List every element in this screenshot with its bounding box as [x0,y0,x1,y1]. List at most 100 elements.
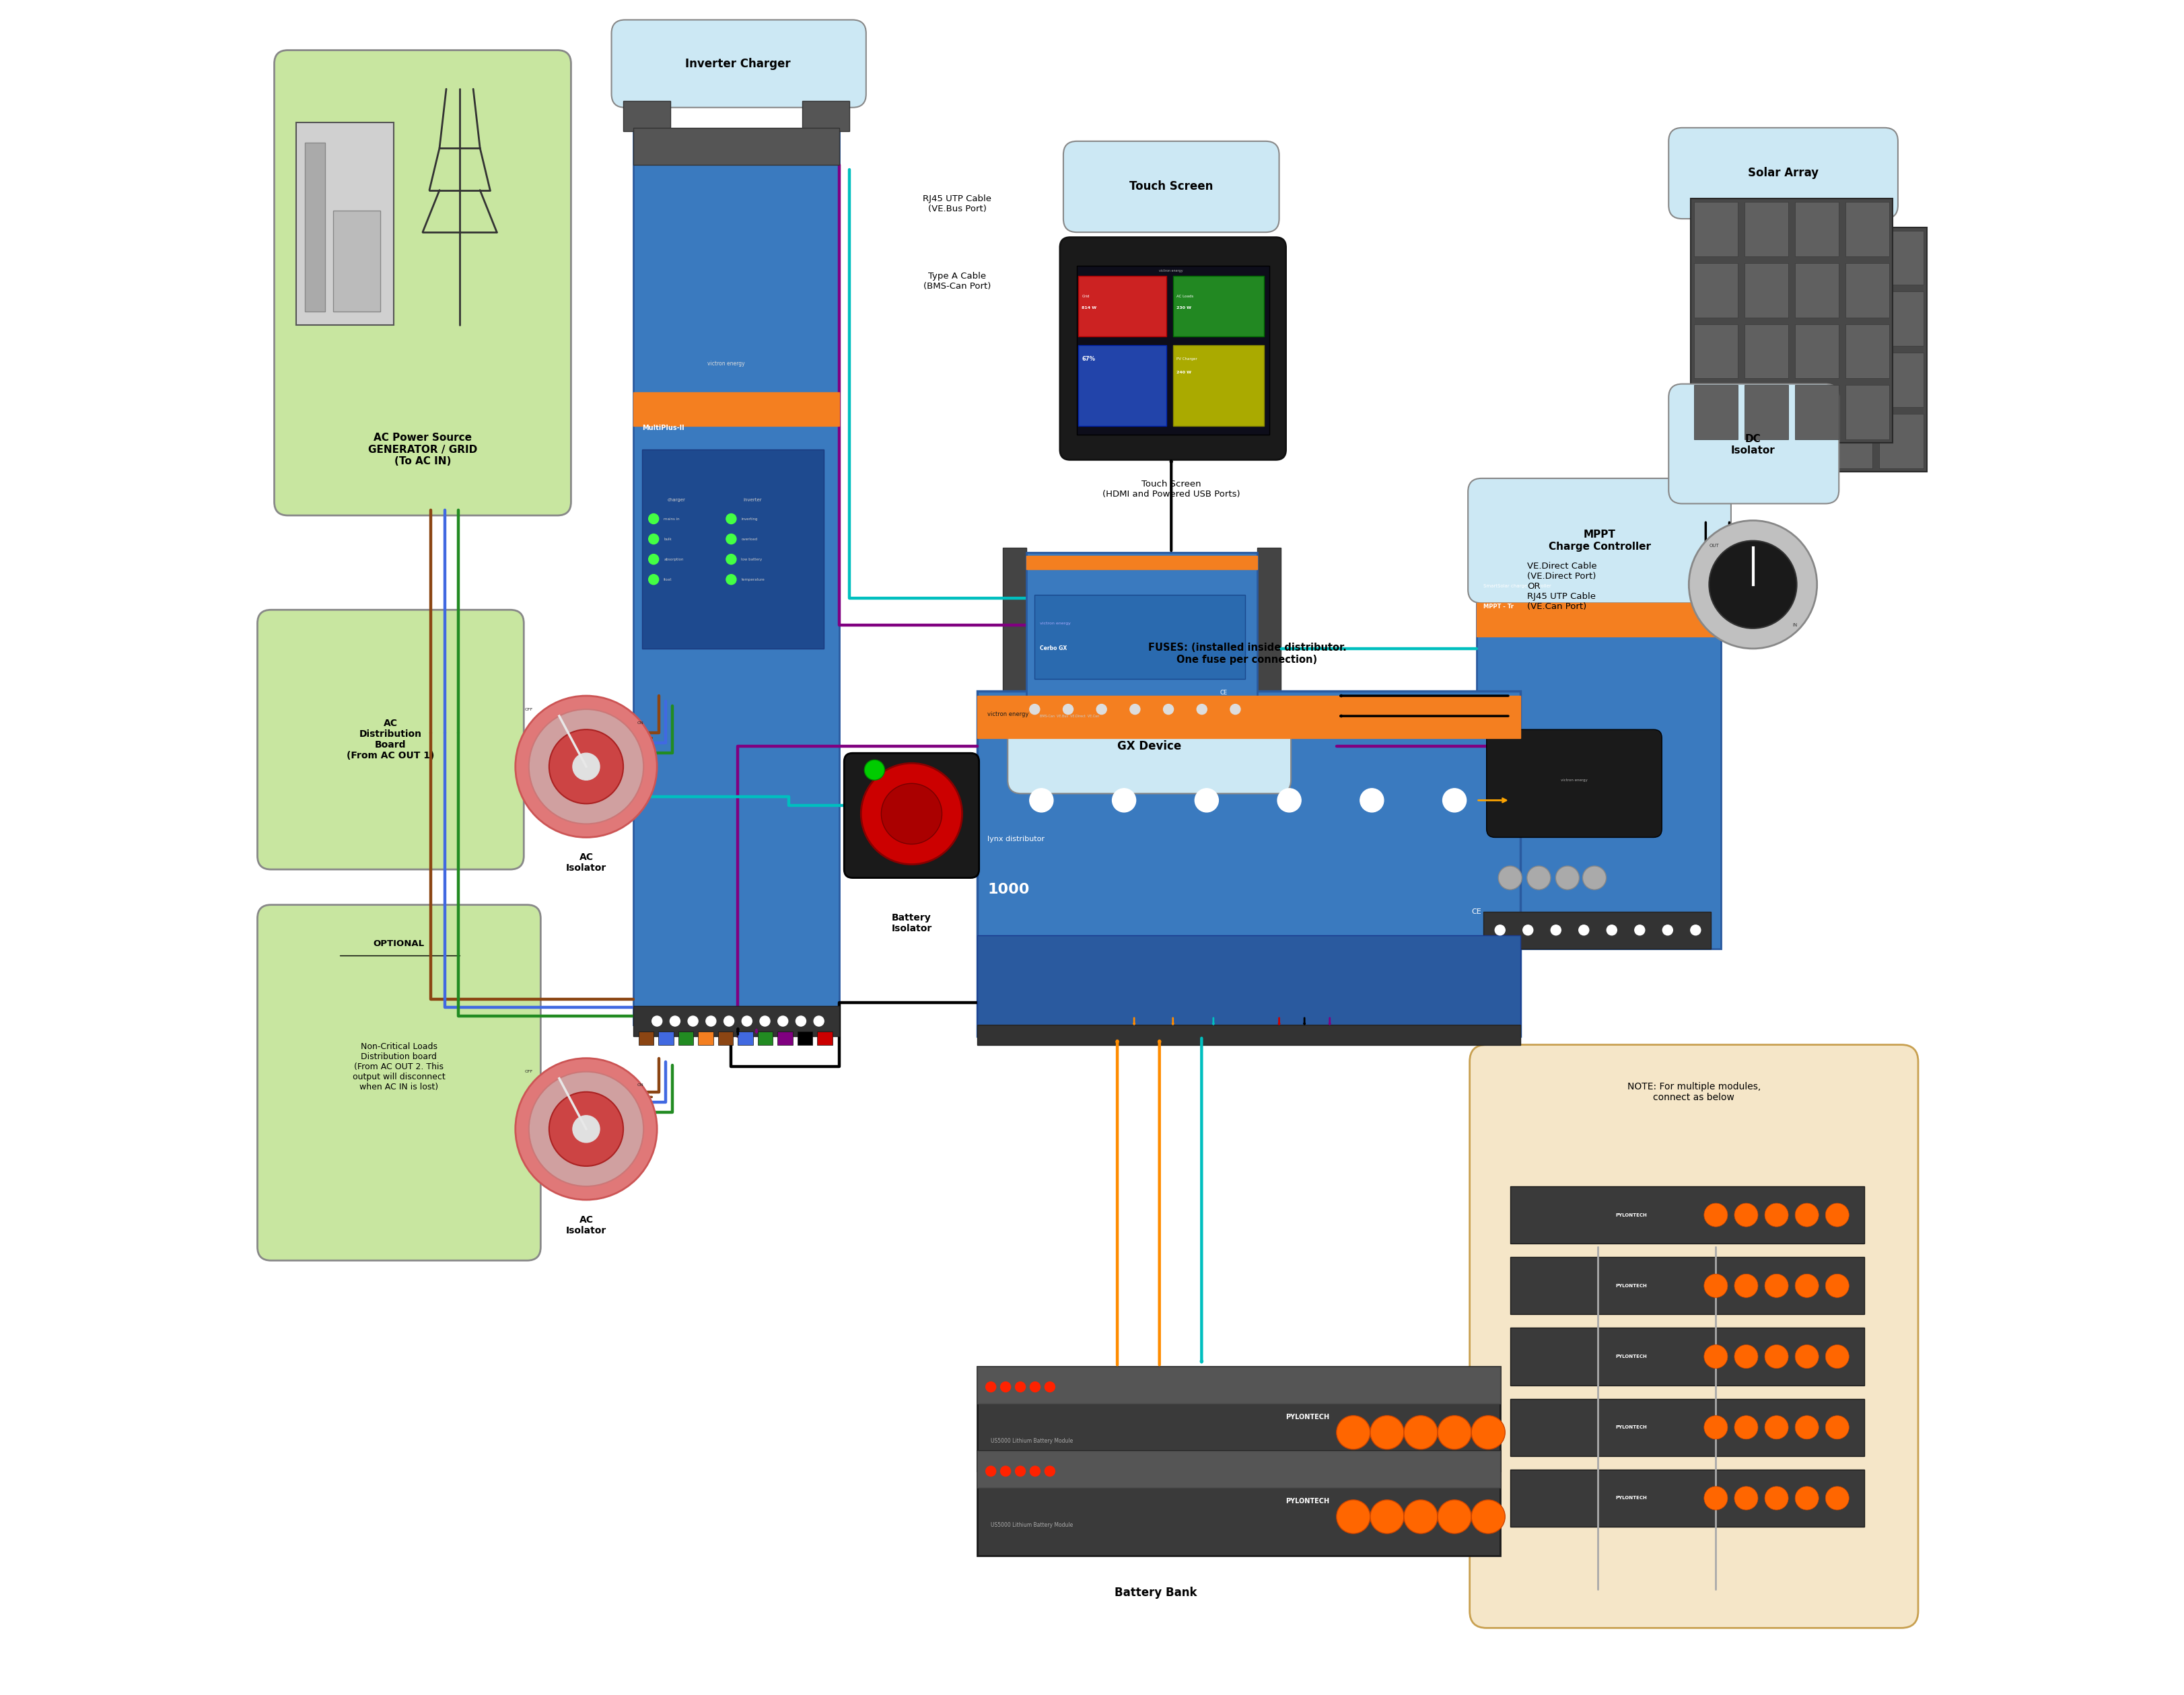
Text: overload: overload [740,537,758,541]
Bar [1745,324,1789,378]
Text: NOTE: For multiple modules,
connect as below: NOTE: For multiple modules, connect as b… [1627,1081,1760,1102]
Circle shape [1016,1381,1026,1392]
Circle shape [985,1466,996,1476]
Bar [1795,202,1839,256]
Text: Touch Screen
(HDMI and Powered USB Ports): Touch Screen (HDMI and Powered USB Ports… [1103,480,1241,498]
Text: mains in: mains in [664,517,679,520]
Text: victron energy: victron energy [1040,622,1070,625]
Text: PYLONTECH: PYLONTECH [1616,1497,1647,1500]
Circle shape [1765,1275,1789,1298]
Circle shape [1710,541,1797,629]
Text: Battery
Isolator: Battery Isolator [891,914,933,934]
Bar [1509,1398,1865,1456]
Bar [1173,346,1265,425]
Text: GX Device: GX Device [1118,741,1182,753]
Text: PYLONTECH: PYLONTECH [1286,1498,1330,1505]
Text: victron energy: victron energy [1160,270,1184,273]
Bar [1778,353,1821,407]
FancyBboxPatch shape [1669,127,1898,219]
Circle shape [795,1015,806,1025]
Bar [1476,603,1721,637]
Text: CE: CE [1221,690,1227,695]
Bar [802,100,850,131]
Text: SmartSolar charge controller: SmartSolar charge controller [1483,585,1551,588]
Circle shape [529,1071,644,1186]
Bar [1079,346,1166,425]
Text: Inverter Charger: Inverter Charger [686,58,791,69]
Circle shape [778,1015,788,1025]
Circle shape [743,1015,751,1025]
FancyBboxPatch shape [258,905,542,1261]
Circle shape [548,1092,622,1166]
Text: Touch Screen: Touch Screen [1129,181,1212,193]
Text: float: float [664,578,673,581]
Bar [758,1031,773,1044]
Bar [679,1031,692,1044]
Circle shape [572,1115,601,1142]
Bar [1845,385,1889,439]
FancyBboxPatch shape [1064,141,1280,232]
Bar [978,1366,1500,1403]
Circle shape [1765,1344,1789,1368]
Text: BMS-Can  VE.Bus  VE.Direct  VE.Can: BMS-Can VE.Bus VE.Direct VE.Can [1040,714,1099,717]
FancyBboxPatch shape [845,753,978,878]
Text: 230 W: 230 W [1177,307,1190,310]
Bar [1258,547,1280,715]
Text: CE: CE [1472,909,1481,915]
Circle shape [1096,703,1107,714]
Text: inverter: inverter [743,498,762,502]
Circle shape [1029,703,1040,714]
Circle shape [649,575,660,585]
Text: 67%: 67% [1081,356,1096,361]
Bar [1880,414,1924,468]
Circle shape [1704,1415,1728,1439]
Circle shape [1795,1487,1819,1510]
Bar [1845,324,1889,378]
Bar [1778,414,1821,468]
Text: PYLONTECH: PYLONTECH [1286,1414,1330,1420]
Circle shape [1016,1466,1026,1476]
Circle shape [1031,1381,1040,1392]
Text: AC
Isolator: AC Isolator [566,853,607,873]
Bar [1728,231,1771,285]
Text: bulk: bulk [664,537,673,541]
Text: MPPT
Charge Controller: MPPT Charge Controller [1548,531,1651,551]
Bar [1079,276,1166,337]
Bar [642,449,823,649]
Bar [1509,1258,1865,1314]
Text: OPTIONAL: OPTIONAL [373,939,424,948]
Circle shape [529,709,644,824]
Circle shape [1704,1203,1728,1227]
Bar [978,1366,1500,1471]
Text: ON: ON [638,720,644,724]
Bar [1695,202,1738,256]
Circle shape [705,1015,716,1025]
Bar [738,1031,753,1044]
Text: US5000 Lithium Battery Module: US5000 Lithium Battery Module [992,1522,1072,1529]
Circle shape [1000,1381,1011,1392]
Bar [297,122,393,325]
Circle shape [725,534,736,544]
Text: Grid: Grid [1081,295,1090,298]
Bar [633,127,839,164]
Bar [1828,353,1872,407]
Text: IN: IN [1793,624,1797,627]
Circle shape [1337,1500,1369,1534]
Circle shape [1826,1415,1850,1439]
Bar [1778,231,1821,285]
Circle shape [1361,788,1385,812]
FancyBboxPatch shape [258,610,524,870]
Text: AC
Distribution
Board
(From AC OUT 1): AC Distribution Board (From AC OUT 1) [347,719,435,761]
Circle shape [1337,1415,1369,1449]
Circle shape [572,753,601,780]
Text: victron energy: victron energy [708,361,745,366]
Circle shape [1555,866,1579,890]
FancyBboxPatch shape [1669,385,1839,503]
Bar [1483,912,1710,949]
Bar [622,100,670,131]
Text: AC Loads: AC Loads [1177,295,1192,298]
Circle shape [1734,1415,1758,1439]
Circle shape [1704,1275,1728,1298]
Bar [1509,1186,1865,1244]
Bar [978,1451,1500,1488]
